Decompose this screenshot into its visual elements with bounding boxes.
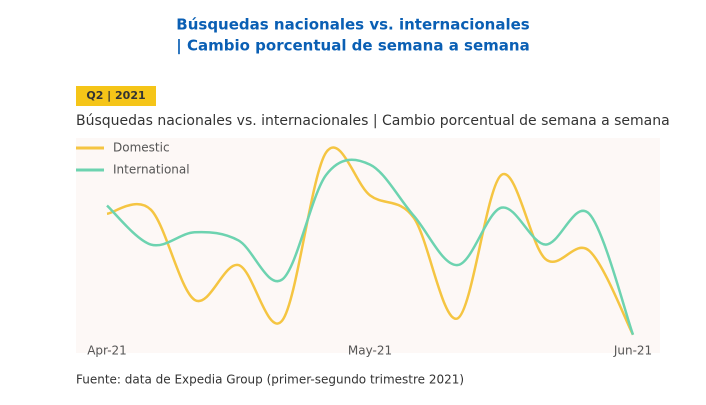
page-title: | Cambio porcentual de semana a semana <box>176 37 529 56</box>
x-tick-label: May-21 <box>348 344 392 358</box>
source: Fuente: data de Expedia Group (primer-se… <box>76 373 464 387</box>
x-tick-label: Apr-21 <box>87 344 127 358</box>
chart-title: Búsquedas nacionales vs. internacionales… <box>76 113 670 129</box>
tag-box <box>76 86 156 106</box>
tag: Q2 | 2021 <box>86 89 145 102</box>
page-title: Búsquedas nacionales vs. internacionales <box>176 16 529 34</box>
plot-area <box>76 138 660 353</box>
data-line <box>106 146 635 336</box>
legend-label: Domestic <box>113 141 170 155</box>
x-tick-label: Jun-21 <box>613 344 652 358</box>
data-line <box>106 158 635 336</box>
legend-label: International <box>113 163 190 177</box>
